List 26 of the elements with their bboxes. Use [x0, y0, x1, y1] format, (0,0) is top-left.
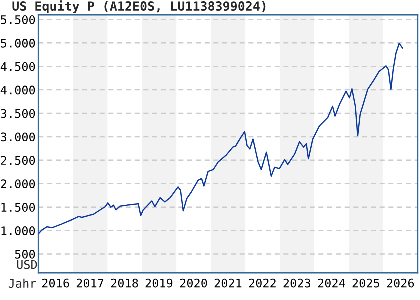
- y-tick-label: 2.000: [1, 180, 36, 189]
- y-tick-label: 2.500: [1, 156, 36, 166]
- y-axis-title: USD: [17, 260, 38, 270]
- y-tick-label: 5.500: [1, 15, 36, 24]
- x-tick-label: 2024: [318, 278, 346, 288]
- y-tick-label: 3.500: [1, 109, 36, 118]
- x-tick-label: 2023: [284, 278, 310, 288]
- x-tick-label: 2021: [214, 278, 242, 288]
- y-tick-label: 1.500: [2, 203, 36, 212]
- x-axis-title: Jahr: [8, 278, 36, 288]
- x-tick-label: 2026: [387, 278, 414, 288]
- x-tick-label: 2018: [111, 278, 138, 288]
- x-tick-label: 2025: [352, 278, 380, 288]
- line-series: [38, 42, 404, 235]
- y-tick-label: 5.000: [1, 38, 36, 48]
- y-tick-label: 1.000: [2, 226, 36, 236]
- x-tick-label: 2020: [180, 278, 208, 288]
- y-tick-label: 500: [15, 250, 36, 259]
- x-tick-label: 2022: [249, 278, 276, 288]
- y-tick-label: 4.500: [0, 62, 36, 72]
- x-tick-label: 2017: [76, 278, 104, 288]
- x-tick-label: 2016: [42, 278, 70, 288]
- chart-title: US Equity P (A12E0S, LU1138399024): [12, 0, 266, 14]
- y-tick-label: 3.000: [1, 132, 36, 142]
- x-tick-label: 2019: [146, 278, 173, 288]
- y-tick-label: 4.000: [0, 86, 36, 95]
